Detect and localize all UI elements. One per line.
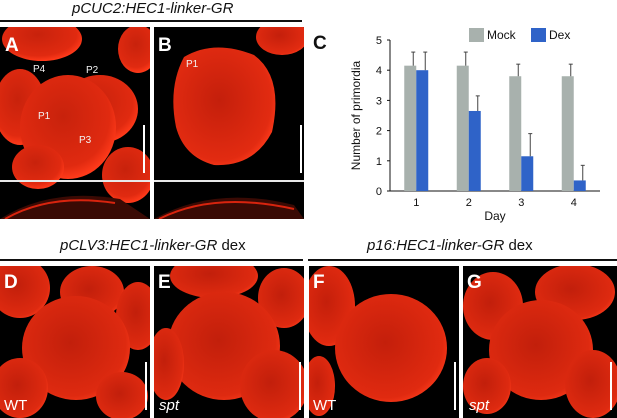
micrograph-panel-f: F WT [309, 266, 459, 418]
x-tick-label: 1 [413, 197, 419, 209]
y-tick-label: 1 [376, 156, 382, 168]
micrograph-f-image [309, 266, 447, 416]
label-p4: P4 [33, 64, 46, 75]
micrograph-g-image [463, 266, 617, 418]
bar-dex [521, 156, 534, 191]
micrograph-panel-b: B P1 [154, 27, 304, 219]
title-bottom-left-suffix: dex [221, 237, 246, 254]
bar-mock [509, 76, 522, 191]
label-p3: P3 [79, 135, 92, 146]
micrograph-panel-d: D WT [0, 266, 150, 418]
genotype-label-e: spt [159, 397, 180, 414]
title-bottom-right-text: p16:HEC1-linker-GR [367, 237, 505, 254]
legend-label-dex: Dex [549, 28, 570, 42]
genotype-label-d: WT [4, 397, 28, 414]
legend-swatch-mock [469, 28, 484, 42]
panel-letter-c: C [313, 33, 327, 54]
panel-letter-f: F [313, 272, 325, 293]
x-tick-label: 3 [518, 197, 524, 209]
bar-mock [404, 65, 417, 191]
micrograph-panel-g: G spt [463, 266, 617, 418]
y-tick-label: 5 [376, 35, 382, 47]
panel-letter-b: B [158, 35, 172, 56]
label-p1: P1 [38, 111, 51, 122]
genotype-label-g: spt [469, 397, 490, 414]
title-bottom-right-rule [308, 259, 617, 261]
micrograph-a-image [0, 27, 150, 219]
title-bottom-right: p16:HEC1-linker-GR dex [367, 237, 533, 254]
label-p2: P2 [86, 65, 99, 76]
y-tick-label: 3 [376, 95, 382, 107]
title-bottom-left: pCLV3:HEC1-linker-GR dex [60, 237, 246, 254]
bar-dex [416, 70, 429, 191]
label-b-p1: P1 [186, 59, 199, 70]
micrograph-panel-e: E spt [154, 266, 304, 418]
title-bottom-right-suffix: dex [508, 237, 533, 254]
micrograph-b-image [154, 27, 304, 219]
bar-mock [561, 76, 574, 191]
y-tick-label: 4 [376, 65, 382, 77]
scale-bar-a [143, 125, 145, 173]
title-bottom-left-text: pCLV3:HEC1-linker-GR [60, 237, 218, 254]
y-tick-label: 2 [376, 126, 382, 138]
scale-bar-d [145, 362, 147, 410]
scale-bar-f [454, 362, 456, 410]
title-top-rule [0, 20, 302, 22]
legend-label-mock: Mock [487, 28, 517, 42]
panel-letter-d: D [4, 272, 18, 293]
bar-dex [573, 180, 586, 191]
micrograph-panel-a: A P4 P2 P1 P3 [0, 27, 150, 219]
title-top: pCUC2:HEC1-linker-GR [72, 0, 234, 17]
scale-bar-b [300, 125, 302, 173]
panel-letter-g: G [467, 272, 482, 293]
x-tick-label: 2 [466, 197, 472, 209]
y-tick-label: 0 [376, 186, 382, 198]
x-axis-label: Day [484, 209, 505, 223]
genotype-label-f: WT [313, 397, 337, 414]
micrograph-e-image [154, 266, 304, 418]
micrograph-d-image [0, 266, 150, 418]
bar-mock [456, 65, 469, 191]
panel-letter-e: E [158, 272, 171, 293]
x-tick-label: 4 [571, 197, 577, 209]
panel-letter-a: A [5, 35, 19, 56]
title-bottom-left-rule [0, 259, 303, 261]
bar-dex [468, 110, 481, 191]
scale-bar-g [610, 362, 612, 410]
scale-bar-e [299, 362, 301, 410]
legend-swatch-dex [531, 28, 546, 42]
y-axis-label: Number of primordia [349, 60, 363, 170]
bar-chart: 0 1 2 3 4 5 1 2 3 4 Day Number of primordia Mock Dex [349, 28, 600, 223]
